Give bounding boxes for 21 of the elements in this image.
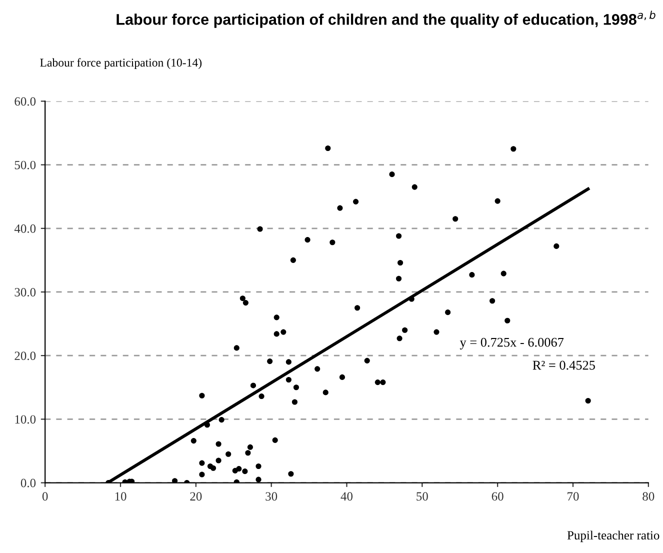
x-axis-title: Pupil-teacher ratio bbox=[567, 530, 660, 542]
x-tick-label: 70 bbox=[568, 492, 579, 501]
annotation: y = 0.725x - 6.0067 bbox=[460, 338, 564, 350]
x-tick-label: 10 bbox=[115, 492, 126, 501]
x-tick-label: 80 bbox=[642, 492, 654, 501]
y-tick-label: 0.0 bbox=[20, 478, 36, 488]
annotation: R² = 0.4525 bbox=[532, 360, 595, 370]
y-tick-label: 30.0 bbox=[14, 288, 36, 296]
x-tick-label: 30 bbox=[266, 492, 278, 501]
y-tick-label: 50.0 bbox=[14, 160, 36, 170]
x-tick-label: 40 bbox=[340, 492, 353, 501]
x-tick-label: 60 bbox=[492, 492, 504, 501]
x-tick-label: 50 bbox=[416, 492, 428, 501]
y-tick-label: 40.0 bbox=[14, 224, 36, 233]
chart-title: Labour force participation of children and the quality of education, 1998$^{a,b}$ bbox=[116, 10, 656, 28]
y-tick-label: 60.0 bbox=[14, 97, 36, 106]
y-axis-title: Labour force participation (10-14) bbox=[40, 58, 202, 70]
x-tick-label: 20 bbox=[190, 492, 202, 501]
y-tick-label: 10.0 bbox=[15, 415, 36, 424]
y-tick-label: 20.0 bbox=[14, 352, 36, 360]
x-tick-label: 0 bbox=[42, 492, 48, 501]
